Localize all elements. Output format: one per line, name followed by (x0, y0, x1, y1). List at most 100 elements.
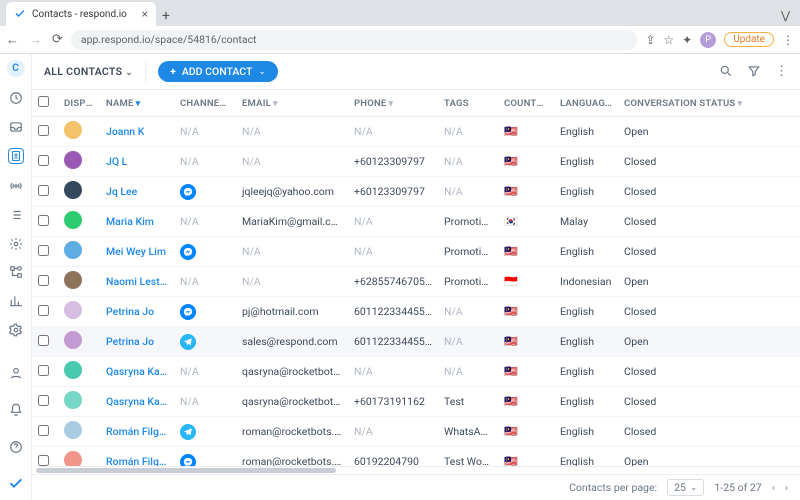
browser-toolbar: ← → ⟳ app.respond.io/space/54816/contact… (0, 26, 800, 54)
perpage-select[interactable]: 25 ⌄ (667, 479, 704, 496)
row-checkbox[interactable] (38, 455, 49, 466)
next-page-icon[interactable]: › (785, 481, 788, 494)
add-contact-button[interactable]: + ADD CONTACT ⌄ (158, 61, 278, 82)
browser-tab[interactable]: Contacts - respond.io × (6, 2, 156, 26)
more-icon[interactable]: ⋮ (775, 64, 788, 79)
horizontal-scrollbar[interactable] (32, 466, 800, 474)
col-name[interactable]: NAME▾ (100, 90, 174, 117)
na-text: N/A (444, 125, 463, 138)
table-row[interactable]: JQ LN/AN/A+60123309797N/A🇲🇾EnglishClosed (32, 147, 800, 177)
contact-name[interactable]: Román Filgueira (100, 417, 174, 447)
cell-country: 🇲🇾 (498, 447, 554, 467)
contact-name[interactable]: Qasryna Kamarudin (100, 387, 174, 417)
contact-name[interactable]: Jq Lee (100, 177, 174, 207)
col-language[interactable]: LANGUAGE▾ (554, 90, 618, 117)
na-text: N/A (444, 335, 463, 348)
cell-language: English (554, 417, 618, 447)
prev-page-icon[interactable]: ‹ (772, 481, 775, 494)
broadcast-icon[interactable] (8, 178, 24, 193)
help-icon[interactable] (8, 439, 24, 454)
contact-name[interactable]: Román Filgueira (100, 447, 174, 467)
notifications-icon[interactable] (8, 402, 24, 417)
segment-label: ALL CONTACTS (44, 65, 122, 78)
table-row[interactable]: Jq Leejqleejq@yahoo.com+60123309797N/A🇲🇾… (32, 177, 800, 207)
table-row[interactable]: Maria KimN/AMariaKim@gmail.comN/APromoti… (32, 207, 800, 237)
profile-avatar[interactable]: P (700, 32, 716, 48)
user-icon[interactable] (8, 365, 24, 380)
table-row[interactable]: Román Filgueiraroman@rocketbots.ioN/AWha… (32, 417, 800, 447)
search-icon[interactable] (719, 64, 733, 79)
contact-name[interactable]: Petrina Jo (100, 297, 174, 327)
table-row[interactable]: Mei Wey LimN/AN/APromotion🇲🇾EnglishClose… (32, 237, 800, 267)
update-button[interactable]: Update (724, 32, 774, 47)
row-checkbox[interactable] (38, 425, 49, 436)
address-bar[interactable]: app.respond.io/space/54816/contact (71, 30, 637, 50)
bookmark-icon[interactable]: ☆ (663, 33, 674, 47)
cell-tags: Test Workflow (438, 447, 498, 467)
contact-name[interactable]: Mei Wey Lim (100, 237, 174, 267)
list-icon[interactable] (8, 207, 24, 222)
segment-dropdown[interactable]: ALL CONTACTS ⌄ (44, 65, 133, 78)
cell-status: Open (618, 117, 800, 147)
nav-forward-icon[interactable]: → (29, 32, 42, 48)
table-row[interactable]: Naomi LestariN/AN/A+6285574670577Promoti… (32, 267, 800, 297)
cell-tags: Test (438, 387, 498, 417)
settings-icon[interactable] (8, 323, 24, 338)
reports-icon[interactable] (8, 294, 24, 309)
table-row[interactable]: Petrina Josales@respond.com6011223344556… (32, 327, 800, 357)
table-row[interactable]: Petrina Jopj@hotmail.com60112233445566N/… (32, 297, 800, 327)
na-text: N/A (180, 365, 199, 378)
contact-avatar (64, 331, 82, 349)
row-checkbox[interactable] (38, 185, 49, 196)
row-checkbox[interactable] (38, 365, 49, 376)
row-checkbox[interactable] (38, 305, 49, 316)
select-all-checkbox[interactable] (38, 96, 49, 107)
cell-tags: N/A (438, 177, 498, 207)
workspace-switcher[interactable]: C (7, 60, 25, 77)
row-checkbox[interactable] (38, 395, 49, 406)
table-row[interactable]: Qasryna KamarudinN/Aqasryna@rocketbots.i… (32, 357, 800, 387)
automation-icon[interactable] (8, 236, 24, 251)
contact-name[interactable]: Joann K (100, 117, 174, 147)
share-icon[interactable]: ⇪ (645, 33, 655, 47)
row-checkbox[interactable] (38, 215, 49, 226)
contact-name[interactable]: Maria Kim (100, 207, 174, 237)
window-expand-icon[interactable]: ⋁ (781, 9, 800, 26)
menu-icon[interactable]: ⋮ (782, 33, 794, 47)
tab-close-icon[interactable]: × (142, 7, 148, 21)
table-row[interactable]: Joann KN/AN/AN/AN/A🇲🇾EnglishOpen (32, 117, 800, 147)
contact-name[interactable]: Qasryna Kamarudin (100, 357, 174, 387)
row-checkbox[interactable] (38, 275, 49, 286)
workflow-icon[interactable] (8, 265, 24, 280)
row-checkbox[interactable] (38, 335, 49, 346)
cell-email: jqleejq@yahoo.com (236, 177, 348, 207)
dashboard-icon[interactable] (8, 91, 24, 106)
table-row[interactable]: Qasryna KamarudinN/Aqasryna@rocketbots.i… (32, 387, 800, 417)
table-row[interactable]: Román Filgueiraroman@rocketbots.io601922… (32, 447, 800, 467)
contact-name[interactable]: Naomi Lestari (100, 267, 174, 297)
extensions-icon[interactable]: ✦ (682, 33, 692, 47)
col-display[interactable]: DISPLAY (58, 90, 100, 117)
row-checkbox[interactable] (38, 155, 49, 166)
contacts-icon[interactable] (8, 148, 24, 164)
contact-avatar (64, 271, 82, 289)
nav-back-icon[interactable]: ← (6, 32, 19, 48)
sort-icon: ▾ (613, 99, 618, 109)
filter-icon[interactable] (747, 64, 761, 79)
row-checkbox[interactable] (38, 245, 49, 256)
new-tab-button[interactable]: + (156, 8, 176, 26)
row-checkbox[interactable] (38, 125, 49, 136)
col-phone[interactable]: PHONE▾ (348, 90, 438, 117)
contact-name[interactable]: JQ L (100, 147, 174, 177)
col-status[interactable]: CONVERSATION STATUS▾ (618, 90, 800, 117)
contact-name[interactable]: Petrina Jo (100, 327, 174, 357)
col-channels[interactable]: CHANNEL(S) (174, 90, 236, 117)
col-email[interactable]: EMAIL▾ (236, 90, 348, 117)
contact-avatar (64, 421, 82, 439)
col-country[interactable]: COUNTRY (498, 90, 554, 117)
cell-channels: N/A (174, 387, 236, 417)
inbox-icon[interactable] (8, 120, 24, 135)
col-tags[interactable]: TAGS (438, 90, 498, 117)
telegram-icon (180, 334, 196, 350)
nav-reload-icon[interactable]: ⟳ (52, 32, 63, 48)
